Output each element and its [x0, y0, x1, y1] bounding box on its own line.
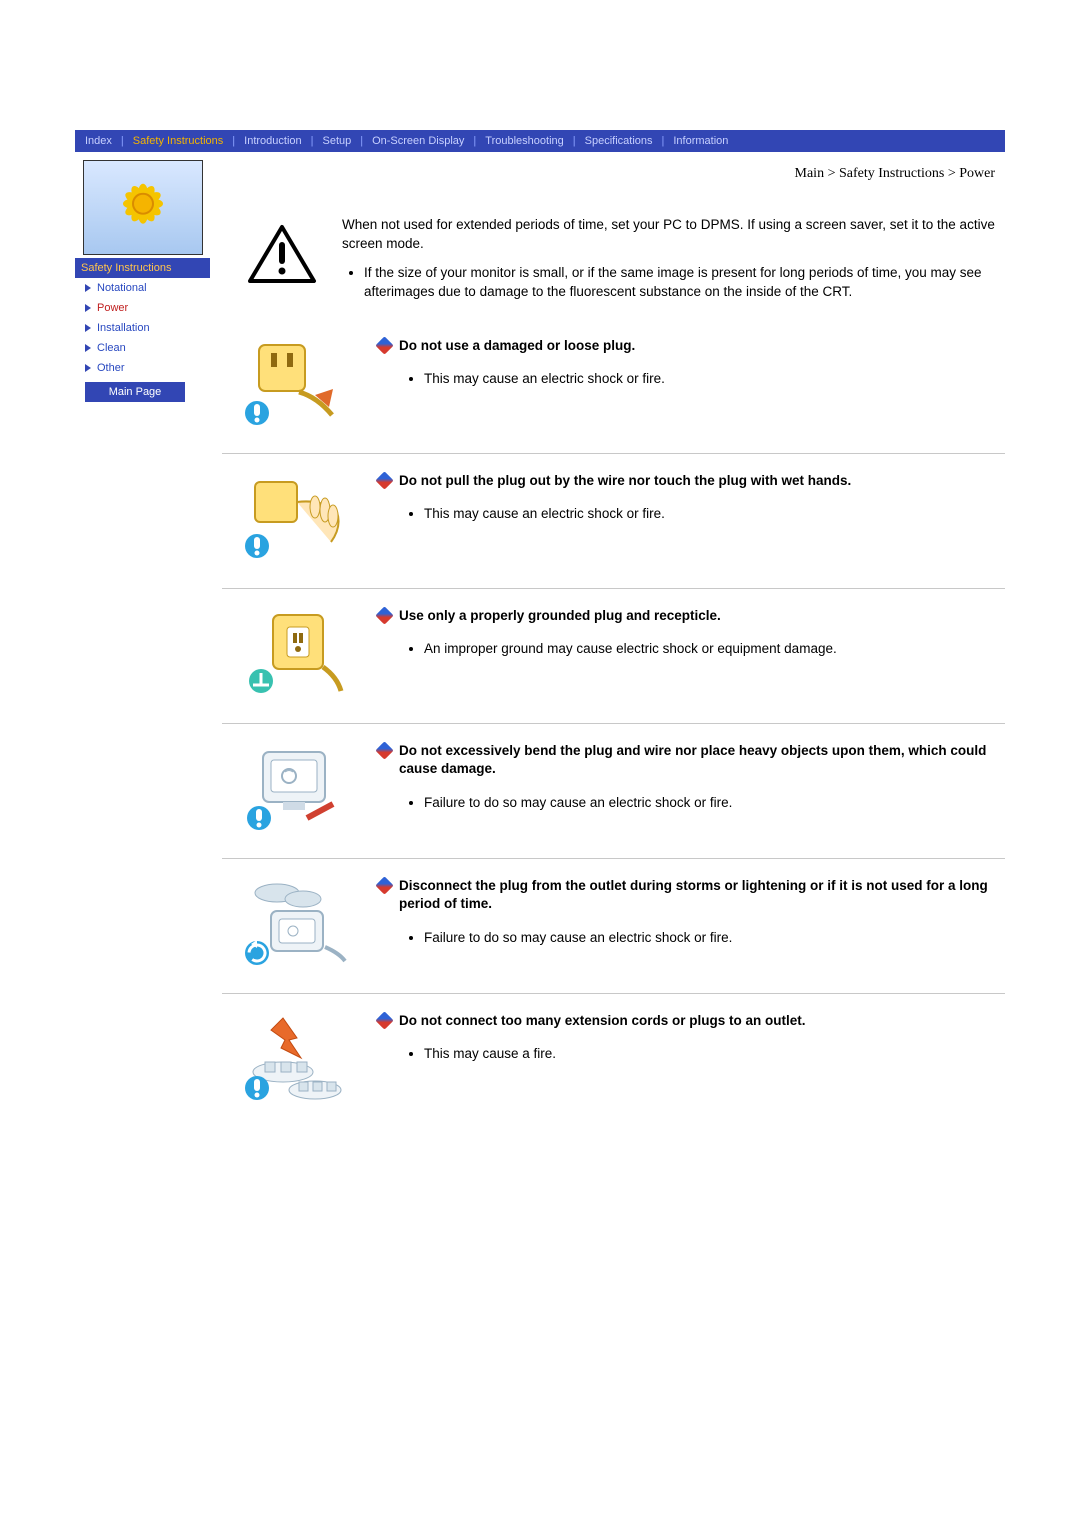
sidebar-item-power[interactable]: Power [75, 298, 210, 318]
nav-index[interactable]: Index [81, 135, 116, 147]
sunflower-icon [120, 180, 166, 226]
warning-row: Do not excessively bend the plug and wir… [222, 724, 1005, 859]
cube-bullet-icon [378, 1014, 391, 1027]
nav-setup[interactable]: Setup [318, 135, 355, 147]
warning-illustration [222, 472, 372, 562]
warning-bullet: This may cause a fire. [424, 1044, 997, 1064]
sidebar-item-clean[interactable]: Clean [75, 338, 210, 358]
nav-on-screen-display[interactable]: On-Screen Display [368, 135, 468, 147]
nav-sep: | [227, 135, 240, 147]
warning-body: Do not connect too many extension cords … [372, 1012, 997, 1067]
cube-bullet-icon [378, 609, 391, 622]
warning-body: Do not excessively bend the plug and wir… [372, 742, 997, 816]
warning-illustration [222, 877, 372, 967]
warning-bullet: Failure to do so may cause an electric s… [424, 793, 997, 813]
warning-bullet: Failure to do so may cause an electric s… [424, 928, 997, 948]
nav-sep: | [306, 135, 319, 147]
nav-sep: | [657, 135, 670, 147]
warning-heading: Do not pull the plug out by the wire nor… [399, 472, 851, 491]
nav-sep: | [116, 135, 129, 147]
triangle-bullet-icon [85, 304, 91, 312]
content-area: Main > Safety Instructions > Power When … [210, 152, 1005, 1128]
breadcrumb: Main > Safety Instructions > Power [222, 152, 1005, 192]
cube-bullet-icon [378, 339, 391, 352]
intro-block: When not used for extended periods of ti… [222, 192, 1005, 319]
warning-row: Do not pull the plug out by the wire nor… [222, 454, 1005, 589]
warning-row: Do not use a damaged or loose plug. This… [222, 319, 1005, 454]
nav-sep: | [355, 135, 368, 147]
triangle-bullet-icon [85, 364, 91, 372]
warning-bullet: An improper ground may cause electric sh… [424, 639, 997, 659]
sidebar-item-label: Notational [97, 282, 147, 294]
triangle-bullet-icon [85, 324, 91, 332]
sidebar-item-label: Power [97, 302, 128, 314]
warning-bullet: This may cause an electric shock or fire… [424, 369, 997, 389]
warning-illustration [222, 607, 372, 697]
warning-row: Disconnect the plug from the outlet duri… [222, 859, 1005, 994]
nav-safety-instructions[interactable]: Safety Instructions [129, 135, 228, 147]
intro-text: When not used for extended periods of ti… [342, 198, 997, 305]
warning-body: Do not pull the plug out by the wire nor… [372, 472, 997, 527]
warning-heading: Do not use a damaged or loose plug. [399, 337, 635, 356]
cube-bullet-icon [378, 879, 391, 892]
top-nav: Index | Safety Instructions | Introducti… [75, 130, 1005, 152]
sidebar: Safety Instructions Notational Power Ins… [75, 160, 210, 402]
intro-paragraph: When not used for extended periods of ti… [342, 216, 997, 254]
cube-bullet-icon [378, 474, 391, 487]
warning-heading: Do not excessively bend the plug and wir… [399, 742, 997, 780]
nav-troubleshooting[interactable]: Troubleshooting [481, 135, 567, 147]
sidebar-item-other[interactable]: Other [75, 358, 210, 378]
sidebar-item-installation[interactable]: Installation [75, 318, 210, 338]
sidebar-item-label: Installation [97, 322, 150, 334]
nav-information[interactable]: Information [669, 135, 732, 147]
warning-body: Use only a properly grounded plug and re… [372, 607, 997, 662]
cube-bullet-icon [378, 744, 391, 757]
triangle-bullet-icon [85, 284, 91, 292]
warning-body: Disconnect the plug from the outlet duri… [372, 877, 997, 951]
sidebar-item-label: Clean [97, 342, 126, 354]
warning-illustration [222, 742, 372, 832]
warning-heading: Do not connect too many extension cords … [399, 1012, 806, 1031]
monitor-thumbnail [83, 160, 203, 255]
warning-heading: Use only a properly grounded plug and re… [399, 607, 721, 626]
nav-sep: | [468, 135, 481, 147]
nav-sep: | [568, 135, 581, 147]
warning-row: Use only a properly grounded plug and re… [222, 589, 1005, 724]
sidebar-section-header: Safety Instructions [75, 258, 210, 278]
caution-triangle-icon [222, 198, 342, 284]
sidebar-item-label: Other [97, 362, 125, 374]
warning-row: Do not connect too many extension cords … [222, 994, 1005, 1128]
warning-heading: Disconnect the plug from the outlet duri… [399, 877, 997, 915]
sidebar-item-notational[interactable]: Notational [75, 278, 210, 298]
triangle-bullet-icon [85, 344, 91, 352]
intro-bullet: If the size of your monitor is small, or… [364, 264, 997, 302]
nav-introduction[interactable]: Introduction [240, 135, 305, 147]
warning-body: Do not use a damaged or loose plug. This… [372, 337, 997, 392]
warning-illustration [222, 337, 372, 427]
warning-bullet: This may cause an electric shock or fire… [424, 504, 997, 524]
main-page-button[interactable]: Main Page [85, 382, 185, 402]
warning-illustration [222, 1012, 372, 1102]
nav-specifications[interactable]: Specifications [581, 135, 657, 147]
